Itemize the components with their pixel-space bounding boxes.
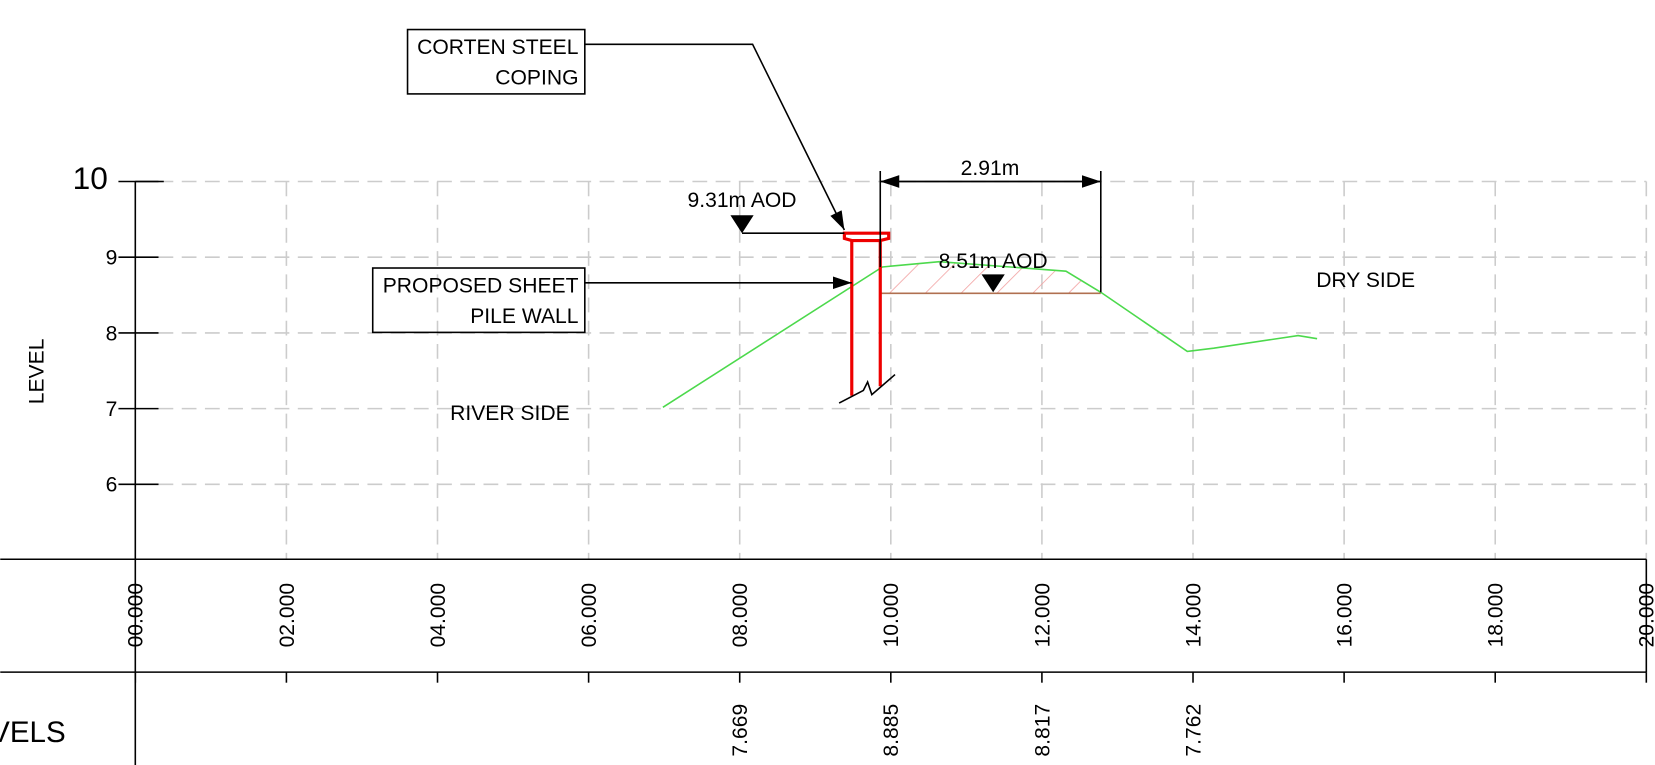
callout-text: PROPOSED SHEET	[383, 274, 579, 297]
chainage-label: 20.000	[1636, 583, 1655, 648]
callout-text: PILE WALL	[470, 305, 579, 328]
chainage-label: 12.000	[1031, 583, 1054, 648]
level-label: 8.51m AOD	[939, 250, 1048, 273]
row-title: VELS	[0, 716, 66, 749]
level-value: 7.669	[729, 704, 752, 757]
callout-text: COPING	[495, 66, 578, 89]
y-tick-label: 8	[106, 322, 118, 345]
dimension-label: 2.91m	[961, 157, 1020, 180]
chainage-label: 02.000	[276, 583, 299, 648]
level-value: 8.885	[880, 704, 903, 757]
leader	[584, 43, 846, 231]
chainage-label: 06.000	[578, 583, 601, 648]
chainage-label: 16.000	[1333, 583, 1356, 648]
axis-title: LEVEL	[26, 338, 49, 404]
chainage-label: 10.000	[880, 583, 903, 648]
level-value: 8.817	[1031, 704, 1054, 757]
side-label: RIVER SIDE	[450, 402, 570, 425]
dimension	[879, 170, 1102, 293]
chainage-label: 08.000	[729, 583, 752, 648]
callout-box	[371, 267, 586, 334]
y-tick-label: 7	[106, 398, 118, 421]
break-line	[838, 373, 896, 404]
chainage-label: 00.000	[125, 583, 148, 648]
callout-text: CORTEN STEEL	[417, 36, 579, 59]
y-tick-label: 6	[106, 474, 118, 497]
level-label: 9.31m AOD	[688, 189, 797, 212]
level-marker	[730, 215, 754, 234]
callout-box	[406, 28, 586, 95]
side-label: DRY SIDE	[1316, 269, 1415, 292]
y-tick-label: 9	[106, 247, 118, 270]
chainage-label: 04.000	[427, 583, 450, 648]
grid	[158, 180, 1648, 560]
y-tick-label: 10	[73, 160, 108, 196]
table-frame	[0, 180, 1648, 765]
chainage-label: 14.000	[1182, 583, 1205, 648]
level-value: 7.762	[1182, 704, 1205, 757]
chainage-label: 18.000	[1485, 583, 1508, 648]
level-marker	[981, 274, 1005, 293]
